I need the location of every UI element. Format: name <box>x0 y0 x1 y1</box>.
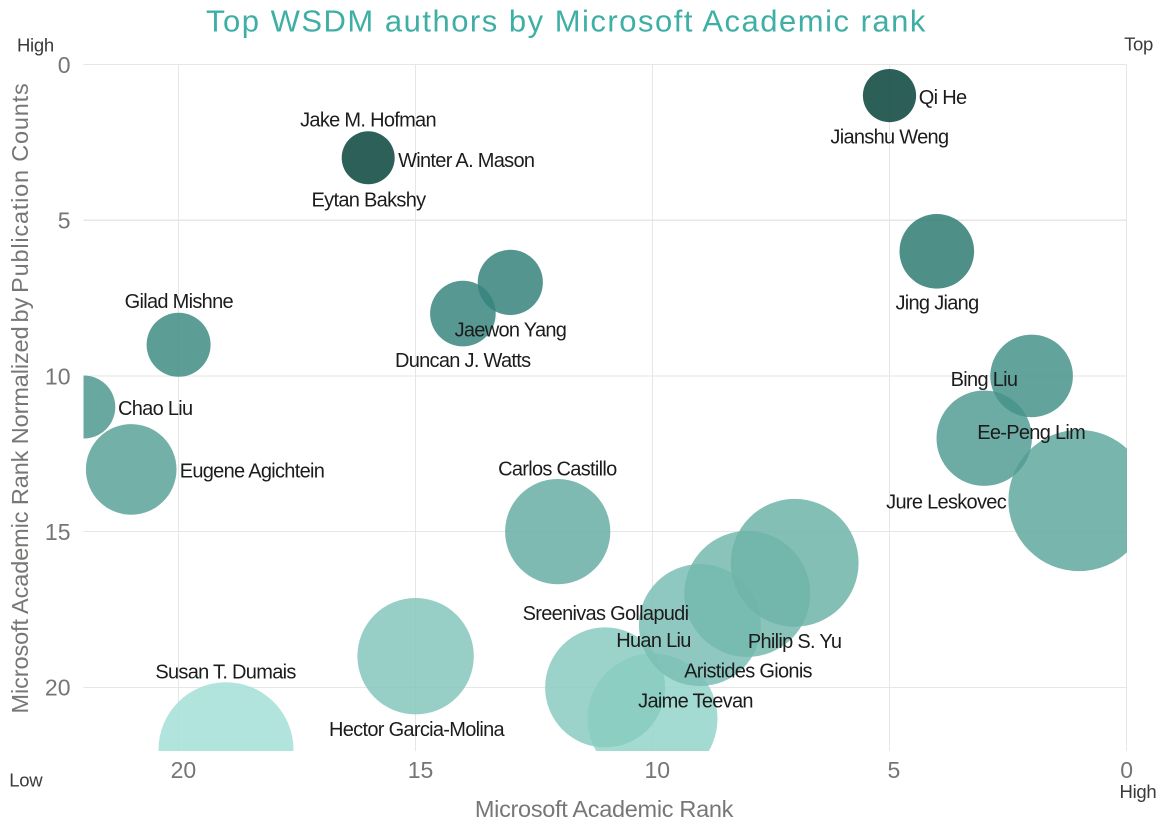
svg-text:Eugene Agichtein: Eugene Agichtein <box>180 460 324 482</box>
svg-text:15: 15 <box>45 519 71 545</box>
svg-text:High: High <box>17 34 54 55</box>
svg-text:Chao Liu: Chao Liu <box>118 398 192 420</box>
svg-text:Jake M. Hofman: Jake M. Hofman <box>300 110 436 132</box>
svg-text:10: 10 <box>45 363 71 389</box>
svg-text:Eytan Bakshy: Eytan Bakshy <box>312 190 427 212</box>
svg-text:Microsoft Academic Rank Normal: Microsoft Academic Rank Normalized <box>7 326 33 713</box>
svg-text:5: 5 <box>58 208 71 234</box>
svg-text:Susan T. Dumais: Susan T. Dumais <box>155 662 296 684</box>
svg-text:Low: Low <box>9 769 43 790</box>
svg-text:Top WSDM authors by Microsoft: Top WSDM authors by Microsoft Academic r… <box>206 4 927 39</box>
svg-text:Jure Leskovec: Jure Leskovec <box>886 492 1007 514</box>
svg-text:Aristides Gionis: Aristides Gionis <box>684 661 812 683</box>
svg-text:Sreenivas Gollapudi: Sreenivas Gollapudi <box>523 603 689 625</box>
svg-text:High: High <box>1120 781 1157 802</box>
svg-text:Publication Counts: Publication Counts <box>7 83 33 293</box>
svg-text:Qi He: Qi He <box>919 87 967 109</box>
svg-text:Duncan J. Watts: Duncan J. Watts <box>395 350 531 372</box>
svg-text:Jaewon Yang: Jaewon Yang <box>455 320 567 342</box>
svg-text:Top: Top <box>1124 34 1153 55</box>
svg-text:Jianshu Weng: Jianshu Weng <box>830 126 948 148</box>
svg-text:Bing Liu: Bing Liu <box>951 369 1018 391</box>
svg-text:Jing Jiang: Jing Jiang <box>895 293 978 315</box>
svg-text:Hector Garcia-Molina: Hector Garcia-Molina <box>329 719 506 741</box>
svg-text:20: 20 <box>171 757 197 783</box>
svg-text:Ee-Peng Lim: Ee-Peng Lim <box>977 422 1085 444</box>
svg-text:Carlos Castillo: Carlos Castillo <box>498 459 617 481</box>
svg-text:20: 20 <box>45 675 71 701</box>
svg-text:0: 0 <box>1120 757 1133 783</box>
svg-text:15: 15 <box>408 757 434 783</box>
svg-text:Gilad Mishne: Gilad Mishne <box>125 291 234 313</box>
svg-text:Winter A. Mason: Winter A. Mason <box>398 150 534 172</box>
svg-text:Huan Liu: Huan Liu <box>616 630 690 652</box>
svg-text:Philip S. Yu: Philip S. Yu <box>748 631 842 653</box>
svg-text:Jaime Teevan: Jaime Teevan <box>638 691 753 713</box>
svg-text:10: 10 <box>645 757 671 783</box>
svg-text:0: 0 <box>58 52 71 78</box>
svg-text:by: by <box>7 297 33 322</box>
svg-text:5: 5 <box>888 757 901 783</box>
svg-text:Microsoft Academic Rank: Microsoft Academic Rank <box>475 796 734 822</box>
